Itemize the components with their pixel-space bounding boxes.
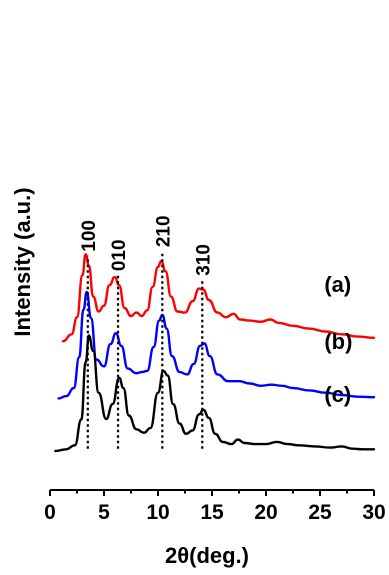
x-tick-label-0: 0 [44,501,56,524]
peak-guide-layer [86,251,204,449]
series-label-3: (c) [324,382,351,407]
x-tick-label-6: 30 [362,501,385,524]
series-label-2: (b) [324,329,352,354]
peak-label-100: 100 [79,220,100,252]
x-tick-label-5: 25 [308,501,332,524]
x-tick-layer: 0 5 10 15 20 25 30 [44,490,386,524]
x-axis-label: 2θ(deg.) [165,543,249,568]
series-label-1: (a) [324,272,351,297]
x-tick-label-2: 10 [146,501,169,524]
x-tick-label-3: 15 [200,501,224,524]
peak-label-010: 010 [109,239,130,271]
peak-label-layer: 100 010 210 310 [79,215,214,275]
series-layer [54,253,376,453]
series-line-3 [54,334,376,453]
peak-label-310: 310 [193,244,214,276]
series-label-layer: (a) (b) (c) [324,272,352,407]
x-tick-label-1: 5 [98,501,110,524]
series-line-1 [61,253,376,343]
peak-label-210: 210 [153,215,174,247]
series-line-2 [57,290,376,400]
x-tick-label-4: 20 [254,501,277,524]
y-axis-label: Intensity (a.u.) [10,187,35,336]
